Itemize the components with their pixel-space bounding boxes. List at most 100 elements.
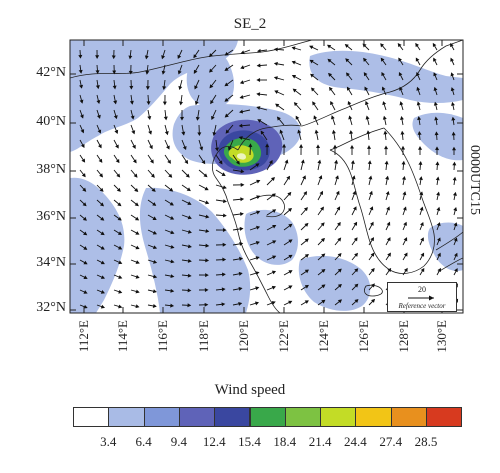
wind-vector-head <box>170 288 175 293</box>
lon-label: 118°E <box>196 320 211 353</box>
wind-vector-head <box>134 216 140 221</box>
wind-vector-head <box>292 88 297 93</box>
wind-vector-head <box>330 100 334 106</box>
wind-vector-head <box>270 177 275 182</box>
wind-vector-head <box>113 100 118 105</box>
wind-vector-head <box>420 237 424 242</box>
wind-vector-head <box>435 176 440 181</box>
wind-vector-head <box>80 114 84 119</box>
wind-vector-head <box>433 57 437 62</box>
wind-vector-head <box>451 116 456 121</box>
wind-vector-head <box>435 161 440 166</box>
wind-vector-head <box>371 298 376 303</box>
wind-vector-head <box>403 252 408 257</box>
wind-vector-head <box>204 302 209 307</box>
wind-vector-head <box>117 202 122 207</box>
wind-vector-head <box>228 146 232 151</box>
wind-vector-head <box>337 237 342 242</box>
wind-vector-head <box>416 101 421 106</box>
wind-vector-head <box>365 115 370 120</box>
wind-vector-head <box>297 129 302 134</box>
wind-vector-head <box>205 200 210 205</box>
wind-vector-head <box>321 299 326 304</box>
wind-vector-head <box>161 70 166 75</box>
wind-vector-head <box>370 237 375 242</box>
wind-vector-head <box>187 215 192 220</box>
wind-vector-head <box>79 84 84 89</box>
wind-vector-head <box>284 159 289 164</box>
wind-vector-head <box>352 190 357 195</box>
wind-vector-head <box>369 206 374 211</box>
wind-vector-head <box>210 100 214 105</box>
wind-vector-head <box>353 237 358 242</box>
wind-vector-head <box>81 158 86 163</box>
wind-vector-head <box>256 225 261 230</box>
wind-vector-head <box>238 271 243 276</box>
wind-vector-head <box>346 86 351 91</box>
wind-vector-head <box>419 206 424 211</box>
wind-vector-head <box>132 159 137 164</box>
wind-vector-head <box>433 101 438 106</box>
lat-label: 40°N <box>36 114 66 129</box>
wind-vector-head <box>381 86 386 91</box>
wind-vector-head <box>320 206 324 211</box>
wind-vector-head <box>331 129 336 134</box>
wind-vector-head <box>209 68 214 73</box>
wind-vector-head <box>116 173 121 178</box>
wind-vector-head <box>256 48 261 53</box>
wind-vector-head <box>130 115 135 120</box>
wind-vector-head <box>135 304 140 309</box>
wind-vector-head <box>205 243 210 248</box>
wind-vector-head <box>222 185 227 190</box>
colorbar-label: 18.4 <box>273 434 297 449</box>
wind-vector-head <box>187 288 192 293</box>
wind-vector-head <box>271 301 276 305</box>
wind-vector-head <box>197 132 202 137</box>
wind-vector-head <box>434 131 439 136</box>
wind-vector-head <box>152 216 157 220</box>
wind-vector-head <box>224 82 229 87</box>
wind-vector-head <box>400 115 404 120</box>
wind-vector-head <box>291 75 297 79</box>
wind-vector-head <box>238 136 243 140</box>
wind-vector-head <box>434 116 439 121</box>
wind-vector-head <box>288 223 293 228</box>
lat-label: 34°N <box>36 255 66 270</box>
wind-vector-head <box>386 221 391 226</box>
wind-vector-head <box>256 63 261 68</box>
wind-vector-head <box>403 237 408 242</box>
wind-vector-head <box>337 221 341 227</box>
wind-vector-head <box>273 76 278 81</box>
wind-vector-head <box>327 58 332 63</box>
wind-vector-head <box>331 115 335 120</box>
wind-vector-head <box>450 42 454 48</box>
wind-vector-head <box>370 221 374 226</box>
wind-vector-head <box>182 146 187 151</box>
wind-vector-head <box>450 87 455 92</box>
colorbar-swatch <box>426 407 463 427</box>
lat-label: 42°N <box>36 65 66 80</box>
wind-vector-head <box>83 290 88 294</box>
wind-vector-head <box>384 145 389 150</box>
wind-vector-head <box>201 160 206 165</box>
wind-vector-head <box>418 146 423 150</box>
wind-vector-head <box>184 159 189 165</box>
wind-vector-head <box>134 202 139 207</box>
wind-vector-head <box>118 289 123 294</box>
colorbar-swatch <box>73 407 110 427</box>
wind-vector-head <box>272 240 277 244</box>
wind-vector-head <box>370 252 375 257</box>
wind-vector-head <box>303 207 308 212</box>
colorbar-label: 27.4 <box>379 434 403 449</box>
wind-vector-head <box>336 206 341 211</box>
wind-vector-head <box>337 253 342 258</box>
wind-vector-head <box>152 303 157 308</box>
wind-vector-head <box>131 130 136 135</box>
colorbar-label: 6.4 <box>135 434 152 449</box>
wind-vector-head <box>404 267 408 272</box>
wind-vector-head <box>168 173 173 178</box>
wind-vector-head <box>345 58 350 63</box>
wind-vector-head <box>353 206 357 211</box>
wind-vector-head <box>380 57 385 62</box>
wind-vector-head <box>417 131 422 135</box>
